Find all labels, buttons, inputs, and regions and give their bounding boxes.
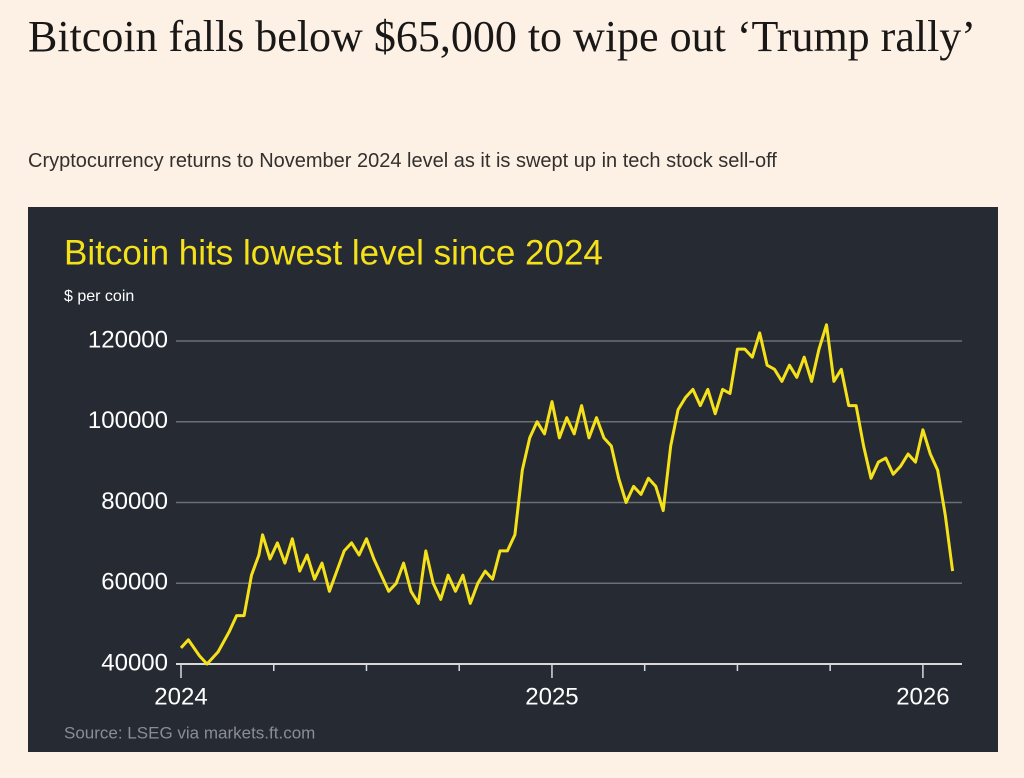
standfirst: Cryptocurrency returns to November 2024 … bbox=[28, 150, 777, 172]
y-tick-label: 120000 bbox=[88, 326, 168, 353]
x-tick-label: 2026 bbox=[896, 683, 949, 710]
x-tick-label: 2025 bbox=[525, 683, 578, 710]
x-tick-label: 2024 bbox=[154, 683, 207, 710]
price-line bbox=[179, 323, 955, 666]
y-tick-label: 80000 bbox=[101, 488, 168, 515]
y-tick-label: 60000 bbox=[101, 569, 168, 596]
y-tick-label: 100000 bbox=[88, 407, 168, 434]
y-axis-label: $ per coin bbox=[64, 288, 134, 305]
headline: Bitcoin falls below $65,000 to wipe out … bbox=[28, 12, 976, 61]
chart-title: Bitcoin hits lowest level since 2024 bbox=[64, 233, 603, 272]
chart: Bitcoin hits lowest level since 2024 $ p… bbox=[28, 207, 998, 752]
y-tick-label: 40000 bbox=[101, 649, 168, 676]
chart-background bbox=[28, 207, 998, 752]
source: Source: LSEG via markets.ft.com bbox=[64, 723, 315, 742]
